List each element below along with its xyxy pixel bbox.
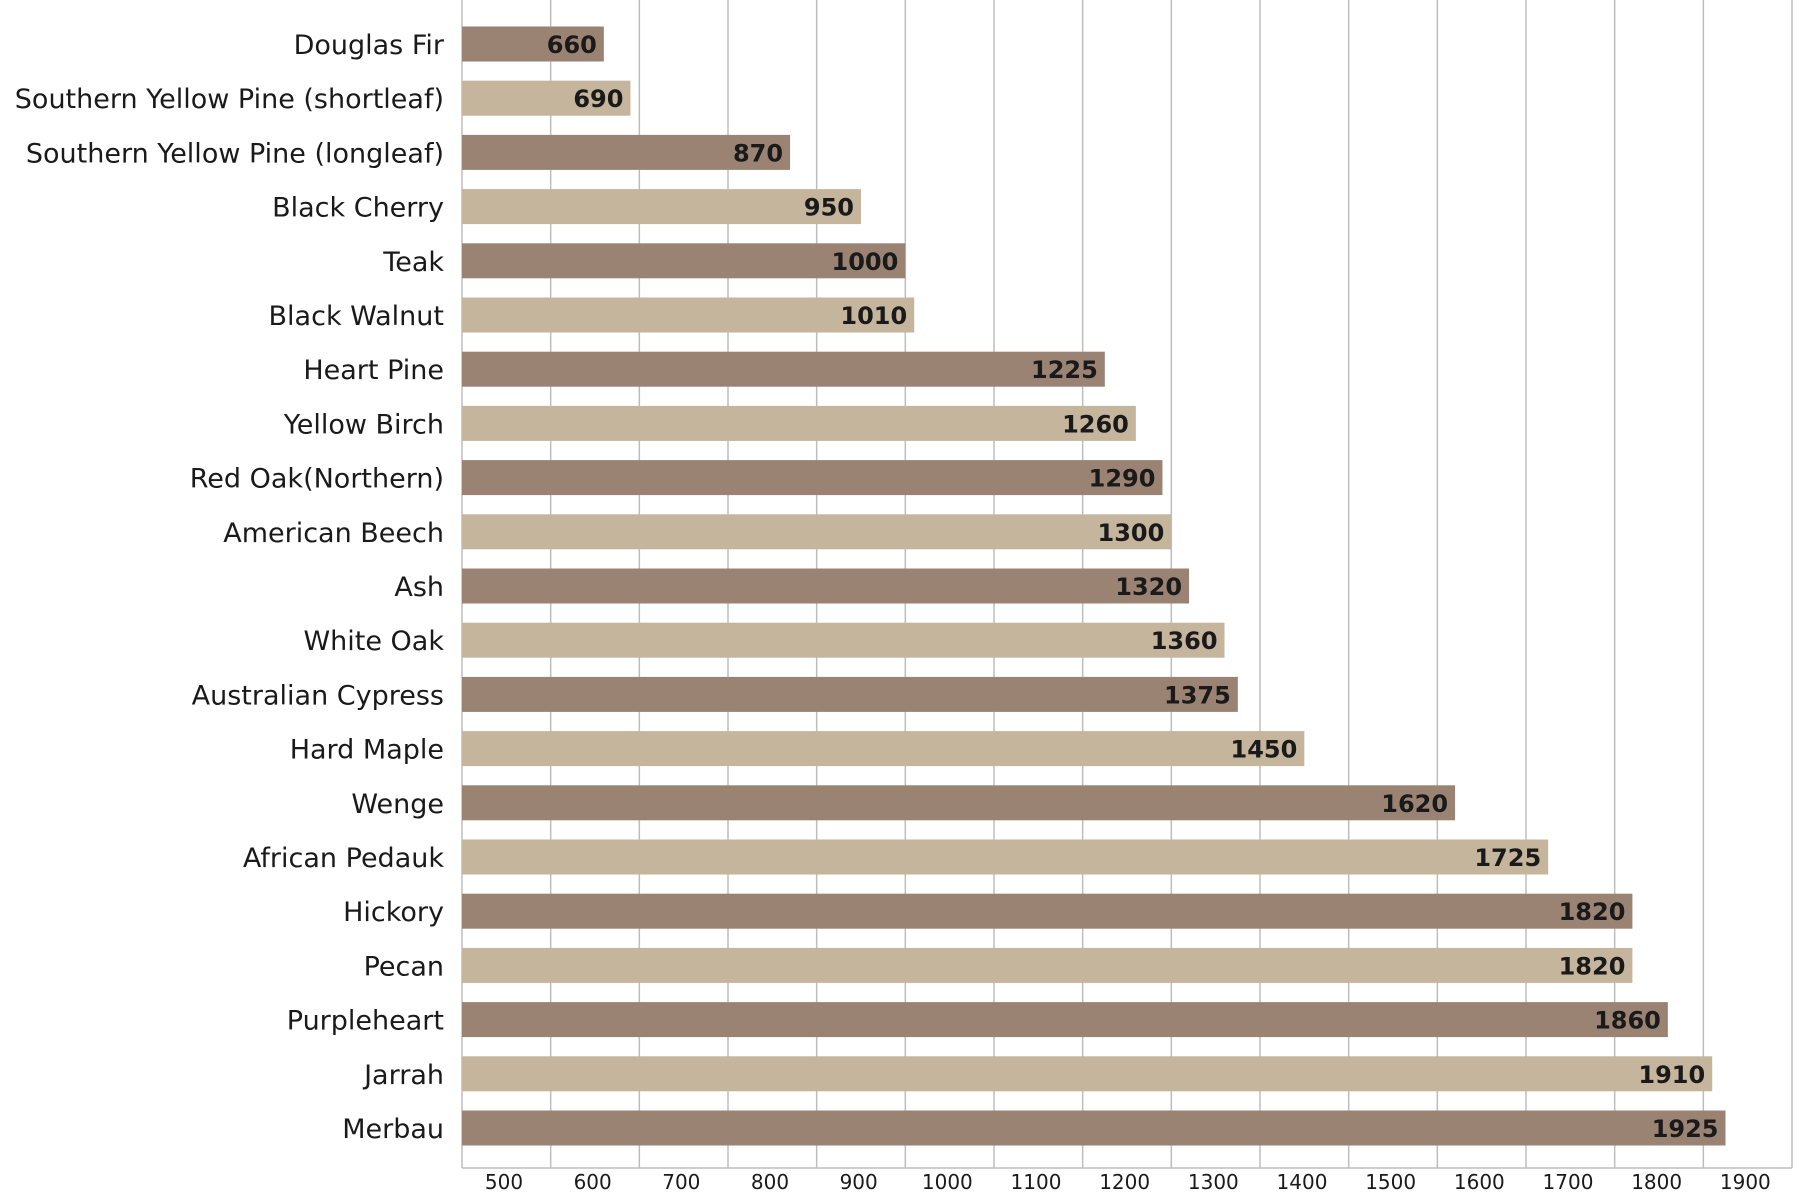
x-tick-label: 700 [662,1170,700,1194]
value-label: 690 [573,85,623,113]
category-label: Black Walnut [269,301,444,332]
category-label: American Beech [223,518,444,549]
category-label: White Oak [303,626,444,657]
bars [462,26,1726,1146]
category-label: African Pedauk [243,843,444,874]
category-label: Wenge [351,789,444,820]
bar [462,1056,1713,1092]
value-labels: 660 690 870 950 1000 1010 1225 1260 1290 1300 1320… [547,31,1719,1143]
x-tick-label: 1100 [1011,1170,1062,1194]
bar [462,134,791,170]
category-label: Pecan [364,951,444,982]
value-label: 1360 [1151,627,1218,655]
value-label: 1820 [1559,952,1626,980]
x-tick-label: 1400 [1277,1170,1328,1194]
x-tick-label: 600 [574,1170,612,1194]
value-label: 1925 [1652,1115,1719,1143]
value-label: 660 [547,31,597,59]
category-label: Yellow Birch [283,409,444,440]
bar [462,514,1172,550]
value-label: 1860 [1594,1007,1661,1035]
category-label: Black Cherry [272,193,444,224]
bar [462,568,1190,604]
bar [462,460,1163,496]
value-label: 870 [733,139,783,167]
x-tick-label: 1600 [1454,1170,1505,1194]
value-label: 1375 [1164,681,1231,709]
value-label: 950 [804,194,854,222]
x-tick-label: 1700 [1543,1170,1594,1194]
x-tick-label: 900 [840,1170,878,1194]
x-tick-label: 1800 [1631,1170,1682,1194]
category-label: Southern Yellow Pine (longleaf) [26,138,444,169]
x-tick-label: 1500 [1365,1170,1416,1194]
value-label: 1320 [1115,573,1182,601]
value-label: 1010 [840,302,907,330]
category-label: Hickory [343,897,444,928]
x-tick-label: 500 [485,1170,523,1194]
bar [462,622,1225,658]
bar [462,405,1136,441]
value-label: 1225 [1031,356,1098,384]
value-label: 1000 [832,248,899,276]
category-label: Ash [394,572,444,603]
x-tick-label: 800 [751,1170,789,1194]
bar [462,731,1305,767]
value-label: 1820 [1559,898,1626,926]
bar [462,947,1633,983]
value-label: 1725 [1474,844,1541,872]
bar [462,1110,1726,1146]
value-label: 1910 [1638,1061,1705,1089]
bar [462,893,1633,929]
bar [462,785,1456,821]
category-label: Merbau [342,1114,444,1145]
x-tick-label: 1000 [922,1170,973,1194]
category-label: Red Oak(Northern) [190,464,444,495]
bar [462,1002,1668,1038]
category-label: Douglas Fir [294,30,445,61]
bar [462,80,631,116]
bar [462,243,906,279]
value-label: 1450 [1231,736,1298,764]
x-tick-label: 1900 [1720,1170,1771,1194]
bar [462,839,1549,875]
x-tick-label: 1300 [1188,1170,1239,1194]
bar [462,189,861,225]
category-labels: Douglas Fir Southern Yellow Pine (shortle… [15,30,445,1145]
category-label: Teak [382,247,444,278]
value-label: 1620 [1381,790,1448,818]
value-label: 1260 [1062,410,1129,438]
bar [462,26,604,62]
category-label: Southern Yellow Pine (shortleaf) [15,84,444,115]
category-label: Heart Pine [303,355,444,386]
value-label: 1290 [1089,465,1156,493]
bar [462,351,1105,387]
x-tick-label: 1200 [1099,1170,1150,1194]
category-label: Purpleheart [287,1006,444,1037]
x-axis-tick-labels: 500 600 700 800 900 1000 1100 1200 1300 1400 1500 1… [485,1170,1771,1194]
bar [462,297,915,333]
category-label: Australian Cypress [192,680,444,711]
bar [462,676,1238,712]
category-label: Jarrah [362,1060,444,1091]
category-label: Hard Maple [290,735,444,766]
value-label: 1300 [1098,519,1165,547]
